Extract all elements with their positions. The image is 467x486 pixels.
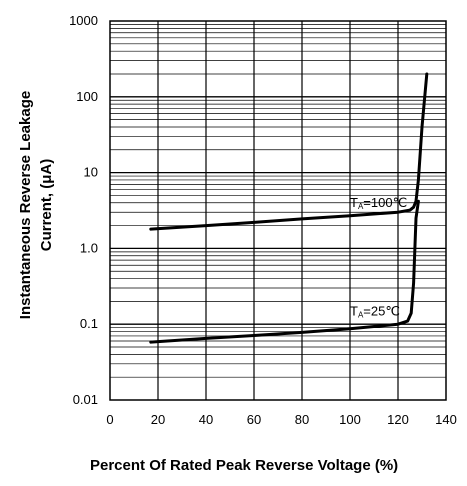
x-tick-label: 100 bbox=[339, 412, 361, 427]
plot-frame bbox=[109, 20, 447, 401]
y-tick-label: 1.0 bbox=[80, 240, 98, 255]
x-tick-labels: 0 20 40 60 80 100 120 140 bbox=[106, 412, 456, 427]
x-tick-label: 40 bbox=[199, 412, 213, 427]
x-tick-label: 80 bbox=[295, 412, 309, 427]
x-axis-label: Percent Of Rated Peak Reverse Voltage (%… bbox=[90, 457, 398, 474]
grid bbox=[110, 21, 446, 400]
series-label-2: TA=25℃ bbox=[350, 304, 400, 320]
y-axis-label-line2: Current, (μA) bbox=[38, 159, 55, 252]
series-label-1: TA=100℃ bbox=[350, 195, 407, 211]
y-tick-label: 0.01 bbox=[73, 392, 98, 407]
y-tick-label: 1000 bbox=[69, 13, 98, 28]
curves bbox=[149, 72, 429, 344]
y-tick-label: 100 bbox=[76, 89, 98, 104]
y-axis-label-line1: Instantaneous Reverse Leakage bbox=[17, 91, 34, 319]
y-tick-label: 0.1 bbox=[80, 316, 98, 331]
x-tick-label: 140 bbox=[435, 412, 457, 427]
y-tick-labels: 0.01 0.1 1.0 10 100 1000 bbox=[69, 13, 98, 407]
x-tick-label: 60 bbox=[247, 412, 261, 427]
series-line-2 bbox=[149, 199, 420, 344]
x-tick-label: 0 bbox=[106, 412, 113, 427]
x-tick-label: 20 bbox=[151, 412, 165, 427]
y-tick-label: 10 bbox=[84, 165, 98, 180]
curve-labels: TA=100℃ TA=25℃ bbox=[350, 195, 407, 319]
series-line-1 bbox=[149, 72, 429, 231]
x-tick-label: 120 bbox=[387, 412, 409, 427]
